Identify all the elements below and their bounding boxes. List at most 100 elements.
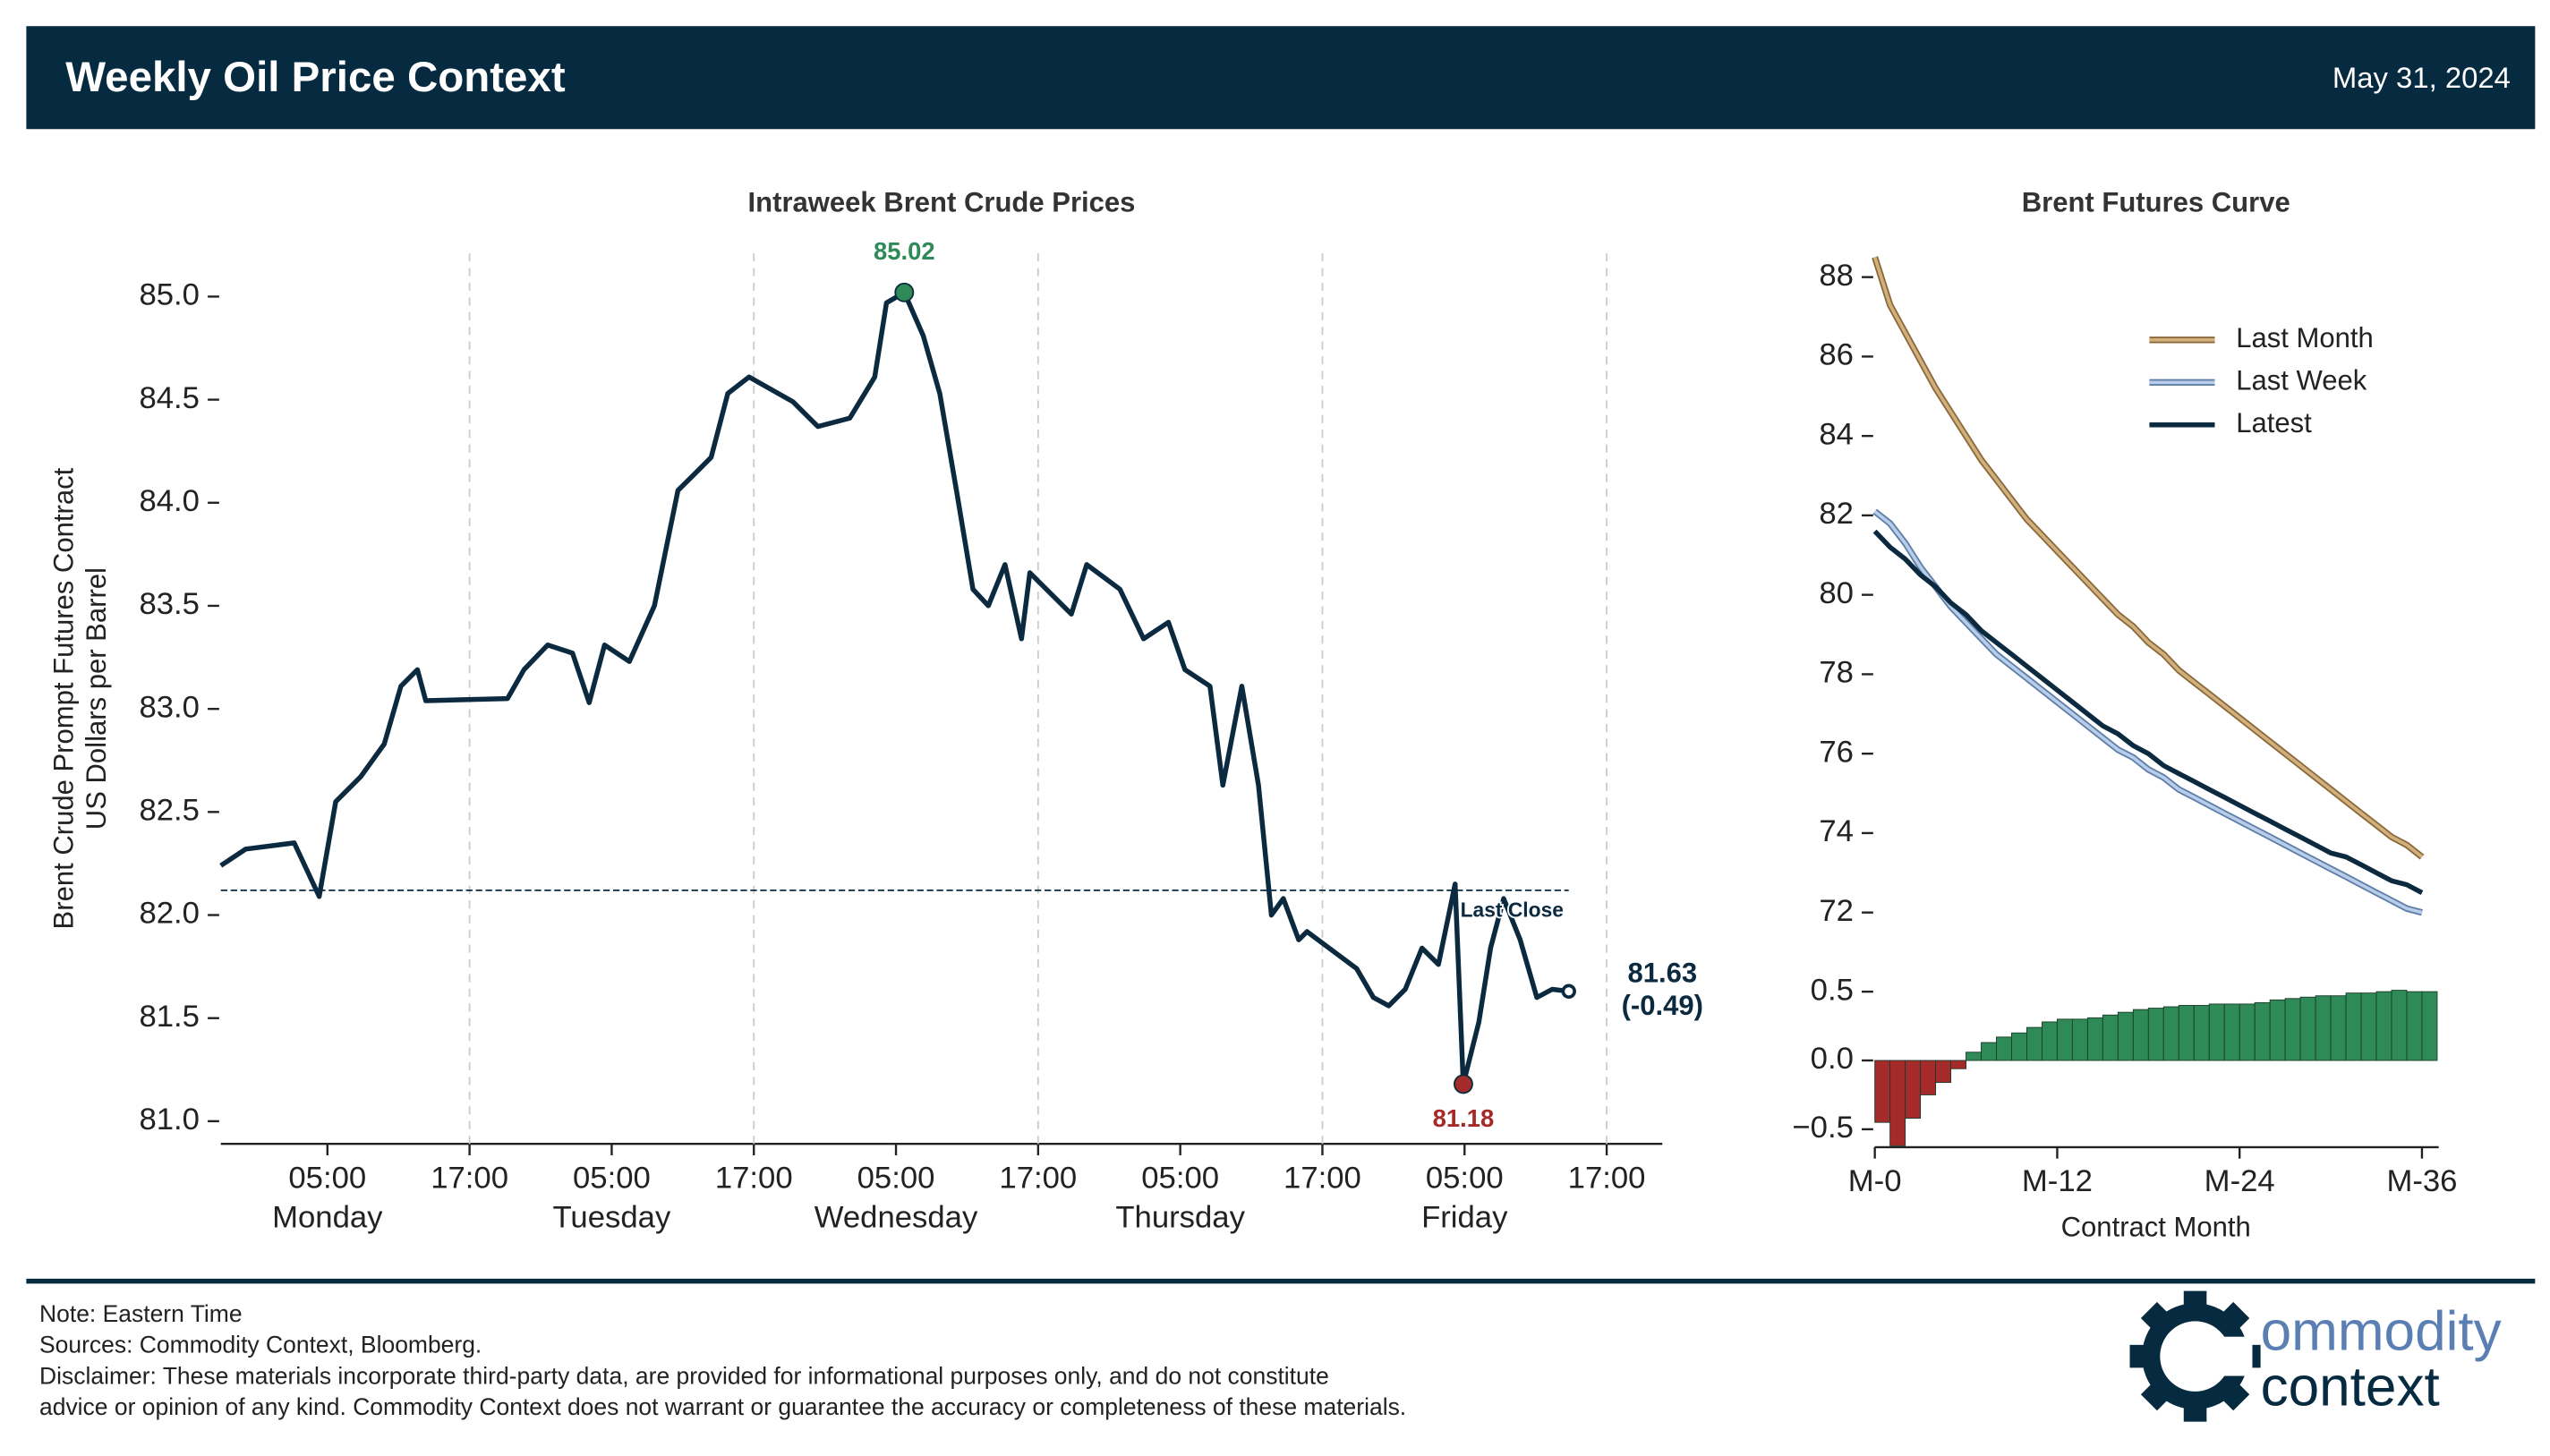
gear-tooth: [2129, 1344, 2150, 1368]
y-tick-label: 82.0: [139, 897, 200, 931]
bar: [2360, 992, 2377, 1061]
y-tick-label: 83.5: [139, 587, 200, 621]
y-tick-label: 81.0: [139, 1103, 200, 1137]
bar: [1920, 1060, 1937, 1095]
series-line: [1873, 510, 2423, 915]
bar: [2132, 1009, 2149, 1061]
last-value-label: 81.63: [1627, 958, 1697, 989]
bar: [2421, 991, 2438, 1061]
x-tick-label: 05:00: [573, 1162, 651, 1196]
x-day-label: Tuesday: [553, 1200, 671, 1234]
y-tick-label: 83.0: [139, 690, 200, 724]
chart-title: Intraweek Brent Crude Prices: [748, 186, 1136, 217]
gear-gap: [2222, 1336, 2253, 1376]
change-label: (-0.49): [1622, 990, 1703, 1021]
series-line: [219, 290, 1569, 1087]
bar: [1950, 1060, 1966, 1069]
bar: [2086, 1017, 2103, 1061]
footer-note: Note: Eastern Time: [39, 1300, 243, 1327]
bar: [2315, 995, 2332, 1061]
bar: [2254, 1001, 2271, 1061]
y-tick-label: 84: [1819, 417, 1854, 451]
y-tick-label: 82.5: [139, 793, 200, 827]
bar: [1905, 1060, 1922, 1120]
footer-note: advice or opinion of any kind. Commodity…: [39, 1393, 1406, 1420]
logo-gear: [2129, 1290, 2261, 1422]
y-tick-label: 84.5: [139, 381, 200, 415]
y-tick-label: 86: [1819, 338, 1854, 372]
y-tick-label: 88: [1819, 259, 1854, 293]
y-tick-label: 76: [1819, 735, 1854, 769]
series-line: [1872, 529, 2424, 895]
bar: [1874, 1060, 1891, 1123]
legend-label: Last Week: [2236, 364, 2367, 396]
bar: [2147, 1008, 2164, 1061]
x-tick-label: 17:00: [1284, 1162, 1361, 1196]
gear-tooth: [2183, 1401, 2207, 1422]
bar: [2011, 1032, 2027, 1061]
bar: [2269, 999, 2286, 1061]
logo-text: ommodity: [2261, 1300, 2502, 1362]
bar: [2345, 992, 2362, 1061]
min-marker: [1453, 1074, 1473, 1094]
bar: [2284, 998, 2301, 1061]
bar: [2041, 1021, 2058, 1061]
bar: [2223, 1003, 2240, 1061]
y-axis-label: US Dollars per Barrel: [81, 567, 112, 830]
x-day-label: Wednesday: [814, 1200, 978, 1234]
bar: [2299, 996, 2316, 1061]
footer-note: Disclaimer: These materials incorporate …: [39, 1362, 1329, 1389]
x-day-label: Monday: [272, 1200, 383, 1234]
header-band: [26, 26, 2536, 130]
y-tick-label: 80: [1819, 576, 1854, 610]
series-line: [1872, 256, 2424, 859]
bar: [1966, 1052, 1982, 1061]
last-marker: [1561, 983, 1576, 999]
bar: [1935, 1060, 1952, 1084]
bar: [1889, 1060, 1906, 1146]
report-date: May 31, 2024: [2333, 61, 2511, 94]
x-tick-label: 05:00: [288, 1162, 366, 1196]
y-tick-label: 78: [1819, 656, 1854, 690]
y-tick-label: −0.5: [1792, 1111, 1853, 1145]
page-title: Weekly Oil Price Context: [65, 54, 566, 101]
bar: [2193, 1005, 2210, 1061]
max-marker: [894, 282, 915, 302]
y-tick-label: 74: [1819, 814, 1854, 848]
bar: [2026, 1026, 2043, 1061]
gear-tooth: [2140, 1301, 2171, 1333]
y-tick-label: 72: [1819, 894, 1854, 928]
logo-text: context: [2261, 1356, 2440, 1418]
bar: [2117, 1011, 2134, 1061]
y-tick-label: 84.0: [139, 484, 200, 518]
bar: [2330, 995, 2347, 1061]
legend-label: Last Month: [2236, 322, 2374, 353]
gear-tooth: [2183, 1290, 2207, 1311]
gear-tooth: [2140, 1380, 2171, 1411]
x-day-label: Friday: [1421, 1200, 1508, 1234]
y-tick-label: 0.0: [1811, 1042, 1854, 1076]
x-day-label: Thursday: [1115, 1200, 1245, 1234]
last-close-label: Last Close: [1461, 898, 1564, 922]
x-tick-label: M-12: [2022, 1164, 2093, 1198]
y-tick-label: 82: [1819, 497, 1854, 531]
bar: [1981, 1042, 1997, 1061]
max-label: 85.02: [874, 237, 935, 265]
footer-note: Sources: Commodity Context, Bloomberg.: [39, 1332, 482, 1358]
bar: [2162, 1006, 2179, 1061]
x-tick-label: M-36: [2386, 1164, 2457, 1198]
bar: [2071, 1018, 2088, 1061]
x-axis-label: Contract Month: [2061, 1211, 2251, 1242]
x-tick-label: 17:00: [715, 1162, 793, 1196]
bar: [2178, 1005, 2195, 1061]
y-tick-label: 0.5: [1811, 973, 1854, 1007]
y-tick-label: 81.5: [139, 1000, 200, 1034]
min-label: 81.18: [1433, 1104, 1495, 1132]
x-tick-label: M-0: [1848, 1164, 1902, 1198]
series-edge: [1872, 508, 2423, 916]
x-tick-label: 05:00: [1426, 1162, 1504, 1196]
chart-title: Brent Futures Curve: [2022, 186, 2290, 217]
bar: [2102, 1014, 2119, 1061]
bar: [2375, 991, 2392, 1061]
